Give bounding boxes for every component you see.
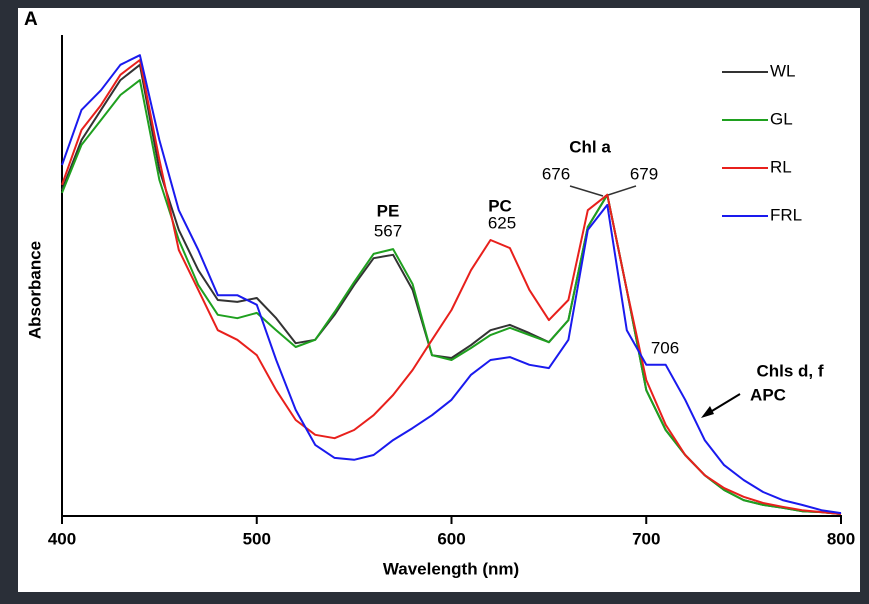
series-line (61, 54, 842, 515)
arrow (706, 393, 741, 415)
arrow-head (701, 406, 714, 418)
legend-label: WL (770, 61, 796, 80)
annotation: PC (488, 196, 512, 215)
annotation: Chl a (569, 137, 611, 156)
connector (569, 185, 604, 197)
x-tick-label: 600 (437, 529, 465, 548)
annotation: APC (750, 385, 786, 404)
y-axis-label: Absorbance (25, 241, 44, 339)
annotation: Chls d, f (756, 361, 823, 380)
series-line (61, 59, 842, 515)
annotation: 676 (542, 164, 570, 183)
annotation: 706 (651, 338, 679, 357)
legend-label: GL (770, 109, 793, 128)
annotation: PE (377, 201, 400, 220)
x-tick-label: 400 (48, 529, 76, 548)
legend-label: RL (770, 157, 792, 176)
annotation: 679 (630, 164, 658, 183)
x-axis-label: Wavelength (nm) (383, 559, 519, 578)
x-tick-label: 500 (243, 529, 271, 548)
x-tick-label: 700 (632, 529, 660, 548)
annotation: 625 (488, 213, 516, 232)
x-tick-label: 800 (827, 529, 855, 548)
annotation: 567 (374, 221, 402, 240)
panel (18, 8, 860, 592)
connector (604, 185, 637, 197)
legend-label: FRL (770, 205, 802, 224)
panel-label: A (24, 9, 38, 30)
